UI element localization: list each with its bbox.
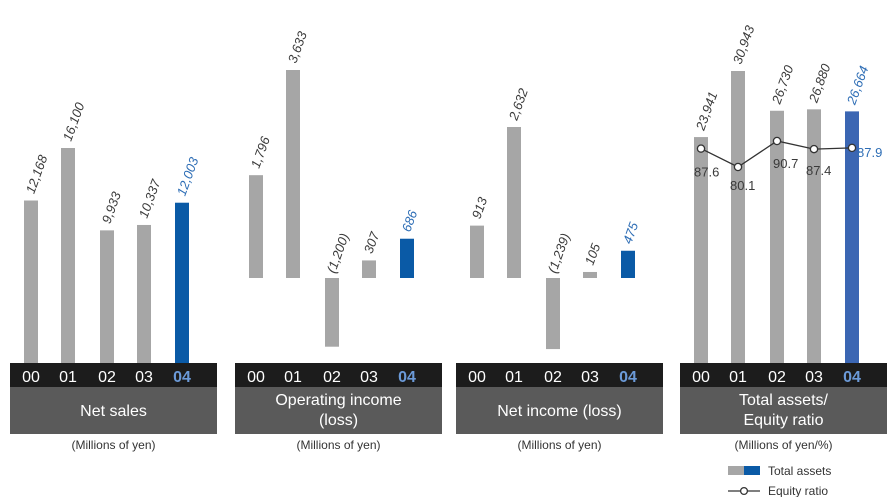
panel-title-2-line-2: (loss) (319, 412, 358, 429)
equity-ratio-label-02: 90.7 (773, 156, 798, 171)
legend-equity-ratio-label: Equity ratio (768, 484, 828, 497)
equity-ratio-point-03 (809, 144, 819, 154)
year-label-4-03: 03 (805, 369, 823, 386)
year-label-1-04: 04 (173, 369, 191, 386)
equity-ratio-point-00 (696, 144, 706, 153)
bar-3-01 (507, 127, 521, 278)
bar-value-label-2-04: 686 (399, 208, 421, 234)
title-box-1 (10, 387, 217, 434)
year-label-3-02: 02 (544, 369, 562, 386)
unit-caption-3: (Millions of yen) (517, 438, 601, 452)
year-label-3-04: 04 (619, 369, 637, 386)
title-box-4 (680, 387, 887, 434)
bar-2-04 (400, 238, 414, 278)
bar-value-label-1-00: 12,168 (23, 152, 51, 195)
bar-value-label-1-04: 12,003 (174, 155, 202, 198)
equity-ratio-label-03: 87.4 (806, 163, 831, 178)
panel-title-2-line-1: Operating income (275, 392, 401, 409)
bar-2-02 (325, 278, 339, 347)
year-label-1-03: 03 (135, 369, 153, 386)
bar-4-00 (694, 137, 708, 363)
year-label-2-01: 01 (284, 369, 302, 386)
bar-value-label-1-02: 9,933 (99, 189, 124, 225)
bar-1-03 (137, 224, 151, 363)
title-box-3 (456, 387, 663, 434)
equity-ratio-label-04: 87.9 (857, 145, 882, 160)
equity-ratio-point-01 (733, 162, 743, 172)
bar-2-03 (362, 260, 376, 278)
equity-ratio-label-01: 80.1 (730, 178, 755, 193)
year-label-4-04: 04 (843, 369, 861, 386)
title-box-2 (235, 387, 442, 434)
unit-caption-1: (Millions of yen) (71, 438, 155, 452)
unit-caption-4: (Millions of yen/%) (734, 438, 832, 452)
year-label-4-00: 00 (692, 369, 710, 386)
bar-value-label-3-00: 913 (469, 194, 491, 220)
bar-2-01 (286, 70, 300, 278)
bar-value-label-4-02: 26,730 (768, 63, 796, 107)
year-band-4 (680, 363, 887, 387)
year-band-3 (456, 363, 663, 387)
bar-value-label-4-04: 26,664 (843, 64, 871, 107)
bar-value-label-2-01: 3,633 (285, 29, 310, 65)
year-label-2-02: 02 (323, 369, 341, 386)
bar-1-02 (100, 230, 114, 363)
bar-value-label-4-00: 23,941 (692, 90, 720, 133)
year-label-3-03: 03 (581, 369, 599, 386)
year-label-2-03: 03 (360, 369, 378, 386)
bar-1-01 (61, 148, 75, 363)
bar-3-04 (621, 250, 635, 278)
year-label-1-01: 01 (59, 369, 77, 386)
year-label-2-00: 00 (247, 369, 265, 386)
year-label-3-00: 00 (468, 369, 486, 386)
bar-3-02 (546, 278, 560, 350)
bar-4-04 (845, 111, 859, 363)
bar-3-00 (470, 225, 484, 278)
legend-total-assets-label: Total assets (768, 464, 831, 478)
year-label-4-01: 01 (729, 369, 747, 386)
panel-title-1: Net sales (80, 403, 147, 420)
bar-value-label-3-01: 2,632 (505, 86, 531, 123)
bar-value-label-4-03: 26,880 (805, 61, 833, 105)
year-band-2 (235, 363, 442, 387)
legend-equity-marker (739, 486, 749, 496)
panel-title-4-line-1: Total assets/ (739, 392, 828, 409)
year-band-1 (10, 363, 217, 387)
equity-ratio-point-04 (847, 143, 857, 153)
year-label-1-02: 02 (98, 369, 116, 386)
bar-4-03 (807, 109, 821, 363)
legend-swatch-blue (744, 466, 760, 475)
year-label-1-00: 00 (22, 369, 40, 386)
bar-value-label-3-04: 475 (620, 220, 642, 246)
panel-title-4-line-2: Equity ratio (743, 412, 823, 429)
bar-value-label-3-03: 105 (582, 241, 604, 267)
bar-1-04 (175, 202, 189, 363)
equity-ratio-label-00: 87.6 (694, 165, 719, 180)
panel-title-3: Net income (loss) (497, 403, 621, 420)
bar-3-03 (583, 271, 597, 278)
year-label-2-04: 04 (398, 369, 416, 386)
bar-value-label-1-01: 16,100 (60, 100, 88, 143)
unit-caption-2: (Millions of yen) (296, 438, 380, 452)
year-label-4-02: 02 (768, 369, 786, 386)
bar-1-00 (24, 200, 38, 363)
bar-4-02 (770, 110, 784, 364)
bar-2-00 (249, 175, 263, 278)
equity-ratio-point-02 (772, 136, 782, 146)
bar-value-label-3-02: (1,239) (545, 231, 573, 275)
year-label-3-01: 01 (505, 369, 523, 386)
bar-value-label-1-03: 10,337 (136, 177, 164, 220)
legend-swatch-gray (728, 466, 744, 475)
bar-value-label-2-00: 1,796 (248, 134, 273, 170)
bar-value-label-2-03: 307 (361, 229, 383, 255)
bar-4-01 (731, 71, 745, 363)
bar-value-label-4-01: 30,943 (730, 23, 758, 66)
bar-value-label-2-02: (1,200) (324, 231, 352, 275)
